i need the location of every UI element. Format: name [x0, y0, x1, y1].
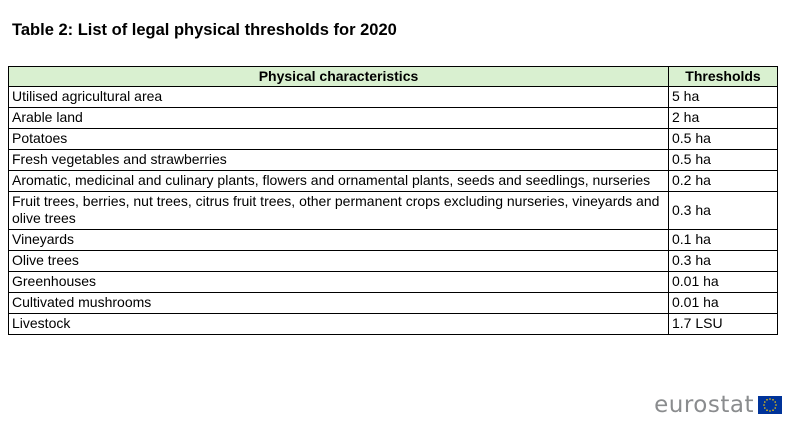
eu-flag-star	[775, 404, 777, 406]
table-row: Utilised agricultural area 5 ha	[8, 86, 778, 108]
eu-flag-star	[769, 410, 771, 412]
threshold-cell: 0.2 ha	[668, 170, 778, 192]
table-header-row: Physical characteristics Thresholds	[8, 66, 778, 87]
eu-flag-star	[763, 404, 765, 406]
eu-flag-star	[772, 409, 774, 411]
table-row: Fresh vegetables and strawberries 0.5 ha	[8, 149, 778, 171]
threshold-cell: 1.7 LSU	[668, 313, 778, 335]
eu-flag-star	[774, 407, 776, 409]
eu-flag-icon	[758, 396, 782, 414]
threshold-cell: 0.01 ha	[668, 271, 778, 293]
table-row: Livestock 1.7 LSU	[8, 313, 778, 335]
table-row: Cultivated mushrooms 0.01 ha	[8, 292, 778, 314]
characteristic-cell: Cultivated mushrooms	[8, 292, 669, 314]
threshold-cell: 2 ha	[668, 107, 778, 129]
characteristic-cell: Livestock	[8, 313, 669, 335]
column-header-thresholds: Thresholds	[668, 66, 778, 87]
eu-flag-star	[766, 399, 768, 401]
threshold-cell: 0.3 ha	[668, 191, 778, 230]
eu-flag-star	[764, 407, 766, 409]
table-row: Potatoes 0.5 ha	[8, 128, 778, 150]
characteristic-cell: Fresh vegetables and strawberries	[8, 149, 669, 171]
characteristic-cell: Olive trees	[8, 250, 669, 272]
eurostat-logo-text: eurostat	[654, 392, 754, 418]
eu-flag-star	[769, 398, 771, 400]
table-title: Table 2: List of legal physical threshol…	[12, 21, 397, 39]
characteristic-cell: Potatoes	[8, 128, 669, 150]
characteristic-cell: Arable land	[8, 107, 669, 129]
characteristic-cell: Aromatic, medicinal and culinary plants,…	[8, 170, 669, 192]
characteristic-cell: Greenhouses	[8, 271, 669, 293]
table-row: Aromatic, medicinal and culinary plants,…	[8, 170, 778, 192]
thresholds-table: Physical characteristics Thresholds Util…	[8, 66, 778, 335]
characteristic-cell: Utilised agricultural area	[8, 86, 669, 108]
eurostat-logo: eurostat	[654, 393, 782, 417]
characteristic-cell: Fruit trees, berries, nut trees, citrus …	[8, 191, 669, 230]
eu-flag-star	[774, 401, 776, 403]
eu-flag-star	[772, 399, 774, 401]
table-row: Fruit trees, berries, nut trees, citrus …	[8, 191, 778, 230]
threshold-cell: 0.01 ha	[668, 292, 778, 314]
table-row: Arable land 2 ha	[8, 107, 778, 129]
threshold-cell: 0.1 ha	[668, 229, 778, 251]
table-row: Greenhouses 0.01 ha	[8, 271, 778, 293]
table-row: Vineyards 0.1 ha	[8, 229, 778, 251]
characteristic-cell: Vineyards	[8, 229, 669, 251]
threshold-cell: 0.3 ha	[668, 250, 778, 272]
threshold-cell: 0.5 ha	[668, 149, 778, 171]
table-row: Olive trees 0.3 ha	[8, 250, 778, 272]
column-header-physical-characteristics: Physical characteristics	[8, 66, 669, 87]
threshold-cell: 5 ha	[668, 86, 778, 108]
threshold-cell: 0.5 ha	[668, 128, 778, 150]
eu-flag-star	[766, 409, 768, 411]
eu-flag-star	[764, 401, 766, 403]
